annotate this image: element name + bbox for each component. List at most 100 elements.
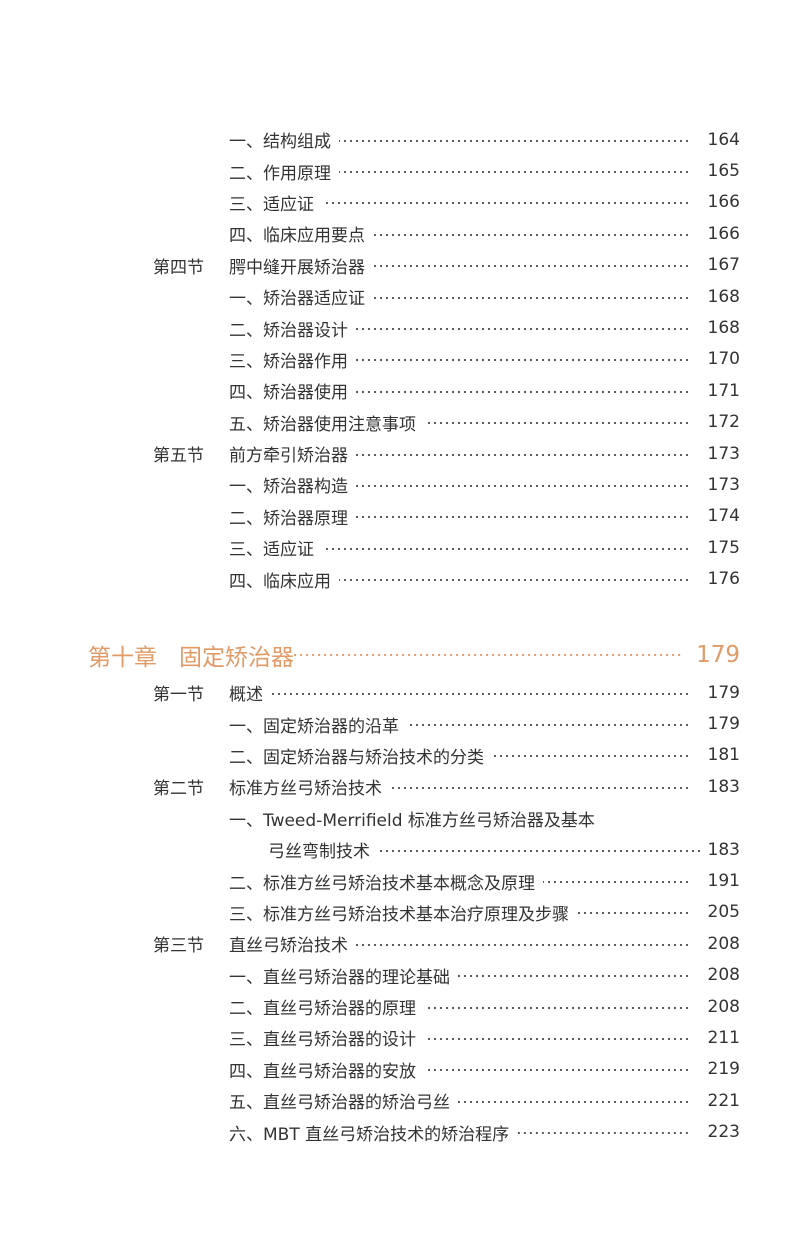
page-number: 173 <box>707 443 740 464</box>
dot-leader <box>271 691 690 696</box>
toc-entry[interactable]: 五、直丝弓矫治器的矫治弓丝 221 <box>0 1085 800 1116</box>
toc-entry[interactable]: 一、矫治器构造 173 <box>0 469 800 500</box>
dot-leader <box>339 170 690 175</box>
entry-title: 标准方丝弓矫治技术 <box>229 779 382 800</box>
toc-entry[interactable]: 二、直丝弓矫治器的原理 208 <box>0 991 800 1022</box>
dot-leader <box>517 1131 690 1136</box>
entry-title-wrap: 概述 <box>229 680 690 705</box>
page-number: 176 <box>707 569 740 590</box>
page-number: 208 <box>707 933 740 954</box>
page-number: 166 <box>707 223 740 244</box>
page-number: 175 <box>707 537 740 558</box>
entry-title: 二、矫治器设计 <box>229 320 348 341</box>
toc-entry[interactable]: 一、Tweed-Merrifield 标准方丝弓矫治器及基本 <box>0 803 800 834</box>
entry-title: 一、直丝弓矫治器的理论基础 <box>229 967 450 988</box>
toc-entry[interactable]: 三、适应证 166 <box>0 187 800 218</box>
entry-title: 二、作用原理 <box>229 163 331 184</box>
entry-title-wrap: 三、适应证 <box>229 190 690 215</box>
entry-title-wrap: 前方牵引矫治器 <box>229 441 690 466</box>
page-number: 166 <box>707 192 740 213</box>
toc-entry[interactable]: 六、MBT 直丝弓矫治技术的矫治程序 223 <box>0 1116 800 1147</box>
dot-leader <box>373 232 690 237</box>
toc-entry[interactable]: 弓丝弯制技术 183 <box>0 834 800 865</box>
toc-entry[interactable]: 第四节 腭中缝开展矫治器 167 <box>0 250 800 281</box>
page-number: 223 <box>707 1122 740 1143</box>
entry-title: 直丝弓矫治技术 <box>229 936 348 957</box>
page-number: 221 <box>707 1090 740 1111</box>
page-number: 191 <box>707 871 740 892</box>
page-number: 183 <box>707 776 740 797</box>
entry-title-wrap: 二、矫治器原理 <box>229 504 690 529</box>
page-number: 211 <box>707 1027 740 1048</box>
dot-leader <box>373 295 690 300</box>
section-label: 第四节 <box>153 257 204 278</box>
toc-entry[interactable]: 二、作用原理 165 <box>0 155 800 186</box>
dot-leader <box>373 264 690 269</box>
toc-entry[interactable]: 二、矫治器设计 168 <box>0 312 800 343</box>
toc-entry[interactable]: 第三节 直丝弓矫治技术 208 <box>0 928 800 959</box>
toc-entry[interactable]: 三、标准方丝弓矫治技术基本治疗原理及步骤 205 <box>0 897 800 928</box>
page-number: 172 <box>707 412 740 433</box>
toc-entry[interactable]: 四、直丝弓矫治器的安放 219 <box>0 1054 800 1085</box>
entry-title-wrap: 一、矫治器构造 <box>229 472 690 497</box>
dot-leader <box>356 358 690 363</box>
toc-entry[interactable]: 三、矫治器作用 170 <box>0 344 800 375</box>
toc-entry[interactable]: 第一节 概述 179 <box>0 677 800 708</box>
page-number: 168 <box>707 318 740 339</box>
toc-entry[interactable]: 第五节 前方牵引矫治器 173 <box>0 438 800 469</box>
entry-title: 四、矫治器使用 <box>229 383 348 404</box>
entry-title-wrap: 二、直丝弓矫治器的原理 <box>229 994 690 1019</box>
page-number: 168 <box>707 286 740 307</box>
toc-entry[interactable]: 三、适应证 175 <box>0 532 800 563</box>
toc-entry[interactable]: 二、矫治器原理 174 <box>0 501 800 532</box>
section-label: 第一节 <box>153 685 204 706</box>
toc-entry[interactable]: 一、结构组成 164 <box>0 124 800 155</box>
toc-entry[interactable]: 二、固定矫治器与矫治技术的分类 181 <box>0 740 800 771</box>
entry-title-wrap: 一、结构组成 <box>229 127 690 152</box>
entry-title: 六、MBT 直丝弓矫治技术的矫治程序 <box>229 1124 510 1145</box>
toc-entry[interactable]: 一、固定矫治器的沿革 179 <box>0 708 800 739</box>
entry-title: 二、直丝弓矫治器的原理 <box>229 999 416 1020</box>
toc-entry[interactable]: 四、矫治器使用 171 <box>0 375 800 406</box>
toc-entry[interactable]: 一、矫治器适应证 168 <box>0 281 800 312</box>
page-number: 167 <box>707 255 740 276</box>
entry-title-wrap: 二、标准方丝弓矫治技术基本概念及原理 <box>229 869 690 894</box>
dot-leader <box>356 942 690 947</box>
entry-title-wrap: 一、固定矫治器的沿革 <box>229 712 690 737</box>
toc-entry[interactable]: 四、临床应用 176 <box>0 563 800 594</box>
toc-entry[interactable]: 四、临床应用要点 166 <box>0 218 800 249</box>
entry-title-wrap: 二、固定矫治器与矫治技术的分类 <box>229 743 690 768</box>
page-number: 208 <box>707 965 740 986</box>
page-number: 164 <box>707 129 740 150</box>
toc-entry[interactable]: 二、标准方丝弓矫治技术基本概念及原理 191 <box>0 865 800 896</box>
section-label: 第三节 <box>153 936 204 957</box>
entry-title: 三、适应证 <box>229 194 314 215</box>
entry-title-wrap: 一、Tweed-Merrifield 标准方丝弓矫治器及基本 <box>229 806 690 831</box>
entry-title: 概述 <box>229 685 263 706</box>
toc-entry[interactable]: 三、直丝弓矫治器的设计 211 <box>0 1022 800 1053</box>
toc-entry[interactable]: 第二节 标准方丝弓矫治技术 183 <box>0 771 800 802</box>
dot-leader <box>577 911 690 916</box>
toc-entry[interactable]: 五、矫治器使用注意事项 172 <box>0 407 800 438</box>
dot-leader <box>339 138 690 143</box>
dot-leader <box>424 1068 690 1073</box>
entry-title: 一、矫治器适应证 <box>229 289 365 310</box>
entry-title-wrap: 一、直丝弓矫治器的理论基础 <box>229 963 690 988</box>
page-number: 183 <box>707 839 740 860</box>
entry-title-wrap: 四、临床应用 <box>229 567 690 592</box>
entry-title: 五、直丝弓矫治器的矫治弓丝 <box>229 1093 450 1114</box>
dot-leader <box>356 515 690 520</box>
toc-entry[interactable]: 一、直丝弓矫治器的理论基础 208 <box>0 960 800 991</box>
entry-title: 一、固定矫治器的沿革 <box>229 716 399 737</box>
dot-leader <box>294 653 683 657</box>
entry-title-wrap: 五、直丝弓矫治器的矫治弓丝 <box>229 1088 690 1113</box>
dot-leader <box>458 974 690 979</box>
page-number: 171 <box>707 380 740 401</box>
dot-leader <box>424 421 690 426</box>
entry-title-wrap: 二、作用原理 <box>229 159 690 184</box>
page-number: 205 <box>707 902 740 923</box>
entry-title-wrap: 三、直丝弓矫治器的设计 <box>229 1025 690 1050</box>
entry-title-wrap: 二、矫治器设计 <box>229 316 690 341</box>
dot-leader <box>322 546 690 551</box>
toc-chapter-entry[interactable]: 第十章 固定矫治器 179 <box>88 637 740 673</box>
